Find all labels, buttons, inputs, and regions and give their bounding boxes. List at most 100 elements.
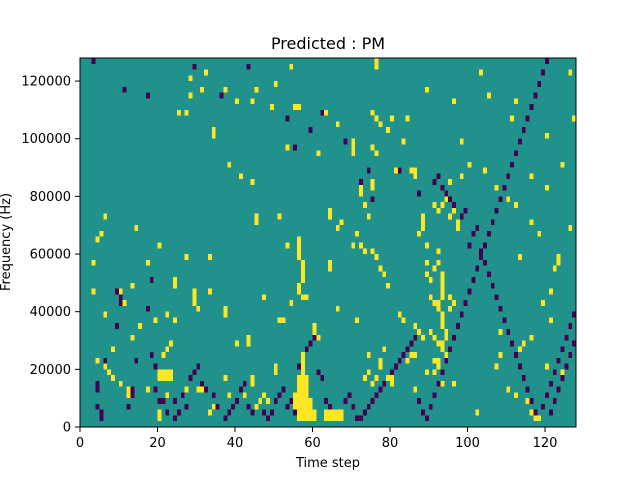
heatmap-cell-positive bbox=[300, 398, 305, 404]
heatmap-cell-positive bbox=[370, 109, 375, 116]
heatmap-cell-positive bbox=[514, 98, 518, 105]
heatmap-cell-negative bbox=[510, 340, 514, 347]
heatmap-cell-positive bbox=[440, 311, 445, 318]
heatmap-cell-positive bbox=[304, 415, 309, 422]
heatmap-cell-positive bbox=[184, 254, 189, 260]
plot-frame bbox=[79, 57, 577, 428]
heatmap-cell-negative bbox=[173, 398, 177, 404]
heatmap-cell-negative bbox=[483, 259, 487, 266]
heatmap-cell-negative bbox=[99, 409, 104, 416]
heatmap-cell-negative bbox=[514, 150, 518, 157]
heatmap-cell-positive bbox=[440, 277, 445, 283]
heatmap-cell-positive bbox=[444, 352, 449, 358]
heatmap-cell-positive bbox=[165, 392, 170, 399]
heatmap-cell-positive bbox=[560, 161, 565, 168]
heatmap-cell-negative bbox=[173, 415, 177, 422]
heatmap-cell-positive bbox=[517, 254, 522, 260]
heatmap-cell-negative bbox=[273, 398, 278, 404]
heatmap-cell-positive bbox=[428, 328, 433, 335]
heatmap-cell-negative bbox=[424, 415, 429, 422]
heatmap-cell-positive bbox=[188, 92, 193, 99]
heatmap-cell-negative bbox=[556, 386, 561, 393]
heatmap-cell-positive bbox=[428, 294, 433, 301]
heatmap-cell-positive bbox=[173, 277, 177, 283]
heatmap-cell-negative bbox=[490, 282, 495, 289]
heatmap-cell-positive bbox=[517, 346, 522, 353]
heatmap-cell-negative bbox=[548, 409, 553, 416]
heatmap-cell-positive bbox=[153, 317, 158, 324]
heatmap-cell-negative bbox=[564, 363, 569, 370]
heatmap-cell-positive bbox=[254, 213, 259, 220]
heatmap-cell-negative bbox=[347, 392, 352, 399]
heatmap-cell-negative bbox=[293, 144, 297, 151]
heatmap-cell-positive bbox=[556, 259, 561, 266]
heatmap-cell-negative bbox=[572, 311, 576, 318]
heatmap-cell-positive bbox=[145, 386, 150, 393]
heatmap-cell-positive bbox=[304, 403, 309, 410]
heatmap-cell-negative bbox=[355, 415, 359, 422]
heatmap-cell-positive bbox=[130, 334, 135, 341]
heatmap-cell-positive bbox=[552, 265, 557, 272]
heatmap-cell-positive bbox=[250, 179, 255, 185]
heatmap-cell-negative bbox=[145, 92, 150, 99]
plot-area bbox=[80, 58, 576, 427]
chart-title: Predicted : PM bbox=[271, 34, 385, 53]
heatmap-cell-positive bbox=[184, 109, 189, 116]
heatmap-cell-negative bbox=[161, 398, 166, 404]
heatmap-cell-positive bbox=[300, 352, 305, 358]
heatmap-cell-negative bbox=[320, 375, 325, 381]
heatmap-cell-positive bbox=[370, 144, 375, 151]
heatmap-cell-negative bbox=[390, 369, 394, 376]
heatmap-cell-positive bbox=[572, 115, 576, 122]
heatmap-cell-positive bbox=[269, 104, 274, 110]
heatmap-cell-positive bbox=[304, 409, 309, 416]
heatmap-cell-positive bbox=[459, 173, 464, 180]
heatmap-cell-positive bbox=[390, 380, 394, 387]
heatmap-cell-positive bbox=[436, 340, 441, 347]
heatmap-cell-negative bbox=[362, 409, 367, 416]
heatmap-cell-positive bbox=[300, 375, 305, 381]
heatmap-cell-positive bbox=[359, 190, 363, 197]
heatmap-cell-positive bbox=[448, 213, 452, 220]
heatmap-cell-positive bbox=[297, 104, 301, 110]
heatmap-cell-negative bbox=[564, 334, 569, 341]
heatmap-cell-positive bbox=[351, 138, 356, 145]
heatmap-cell-positive bbox=[297, 398, 301, 404]
heatmap-cell-negative bbox=[545, 58, 549, 64]
heatmap-cell-positive bbox=[529, 334, 534, 341]
heatmap-cell-positive bbox=[192, 288, 197, 295]
heatmap-cell-positive bbox=[250, 375, 255, 381]
heatmap-cell-positive bbox=[475, 409, 480, 416]
heatmap-cell-negative bbox=[401, 352, 406, 358]
heatmap-cell-positive bbox=[316, 334, 321, 341]
heatmap-cell-positive bbox=[413, 323, 418, 329]
heatmap-cell-positive bbox=[374, 150, 379, 157]
heatmap-cell-negative bbox=[471, 277, 476, 283]
heatmap-cell-positive bbox=[366, 369, 371, 376]
heatmap-cell-negative bbox=[568, 323, 573, 329]
heatmap-cell-negative bbox=[130, 392, 135, 399]
heatmap-cell-positive bbox=[211, 127, 216, 133]
heatmap-cell-positive bbox=[99, 230, 104, 237]
heatmap-cell-negative bbox=[455, 323, 460, 329]
heatmap-cell-positive bbox=[308, 403, 313, 410]
heatmap-cell-positive bbox=[297, 386, 301, 393]
heatmap-cell-positive bbox=[300, 363, 305, 370]
heatmap-cell-negative bbox=[475, 225, 480, 231]
heatmap-cell-positive bbox=[95, 357, 100, 364]
heatmap-cell-positive bbox=[235, 340, 239, 347]
heatmap-cell-positive bbox=[273, 81, 278, 87]
heatmap-cell-positive bbox=[514, 202, 518, 208]
heatmap-cell-positive bbox=[254, 403, 259, 410]
heatmap-cell-positive bbox=[227, 392, 232, 399]
heatmap-cell-positive bbox=[362, 375, 367, 381]
heatmap-cell-negative bbox=[393, 363, 398, 370]
heatmap-cell-positive bbox=[169, 375, 173, 381]
y-tick-label: 60000 bbox=[30, 248, 71, 263]
heatmap-cell-positive bbox=[316, 150, 321, 157]
heatmap-cell-positive bbox=[421, 219, 425, 226]
heatmap-cell-positive bbox=[169, 340, 173, 347]
heatmap-cell-positive bbox=[548, 317, 553, 324]
heatmap-cell-negative bbox=[432, 392, 437, 399]
heatmap-cell-positive bbox=[173, 282, 177, 289]
